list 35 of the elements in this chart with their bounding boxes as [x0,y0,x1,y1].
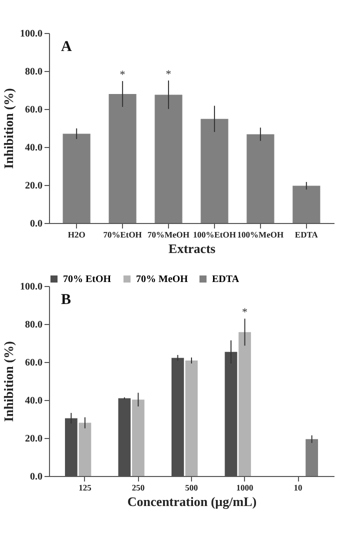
annotation: * [166,68,172,80]
x-tick-label: H2O [68,230,86,240]
x-tick-label: 500 [185,482,198,492]
x-tick-label: EDTA [294,230,319,240]
legend-label: EDTA [212,274,240,285]
y-tick-label: 20.0 [25,180,42,192]
y-tick-label: 0.0 [30,472,42,482]
y-tick-label: 20.0 [25,434,42,444]
y-tick-label: 100.0 [20,282,42,292]
x-tick-label: 100%EtOH [192,230,236,240]
y-axis-title: Inhibition (%) [1,341,16,422]
y-tick-label: 40.0 [25,142,42,154]
y-tick-label: 0.0 [30,218,42,230]
y-tick-label: 60.0 [25,104,42,116]
x-axis-title: Extracts [168,241,216,256]
y-tick-label: 100.0 [20,28,42,40]
chart-title: A [61,39,72,55]
annotation: * [242,306,248,319]
y-axis-title: Inhibition (%) [1,88,16,169]
x-tick-label: 70%MeOH [148,230,190,240]
chart-title: B [61,292,72,308]
y-tick-label: 60.0 [25,358,42,368]
x-tick-label: 100%MeOH [237,230,284,240]
x-tick-label: 250 [132,482,145,492]
x-tick-label: 10 [294,482,302,492]
y-tick-label: 80.0 [25,66,42,78]
annotation: * [120,69,126,82]
x-tick-label: 1000 [236,482,254,492]
x-tick-label: 70%EtOH [103,230,142,240]
y-tick-label: 80.0 [25,320,42,330]
legend-label: 70% EtOH [63,274,112,285]
x-axis-title: Concentration (µg/mL) [127,494,257,509]
y-tick-label: 40.0 [25,396,42,406]
x-tick-label: 125 [78,482,92,492]
legend-label: 70% MeOH [136,274,188,285]
